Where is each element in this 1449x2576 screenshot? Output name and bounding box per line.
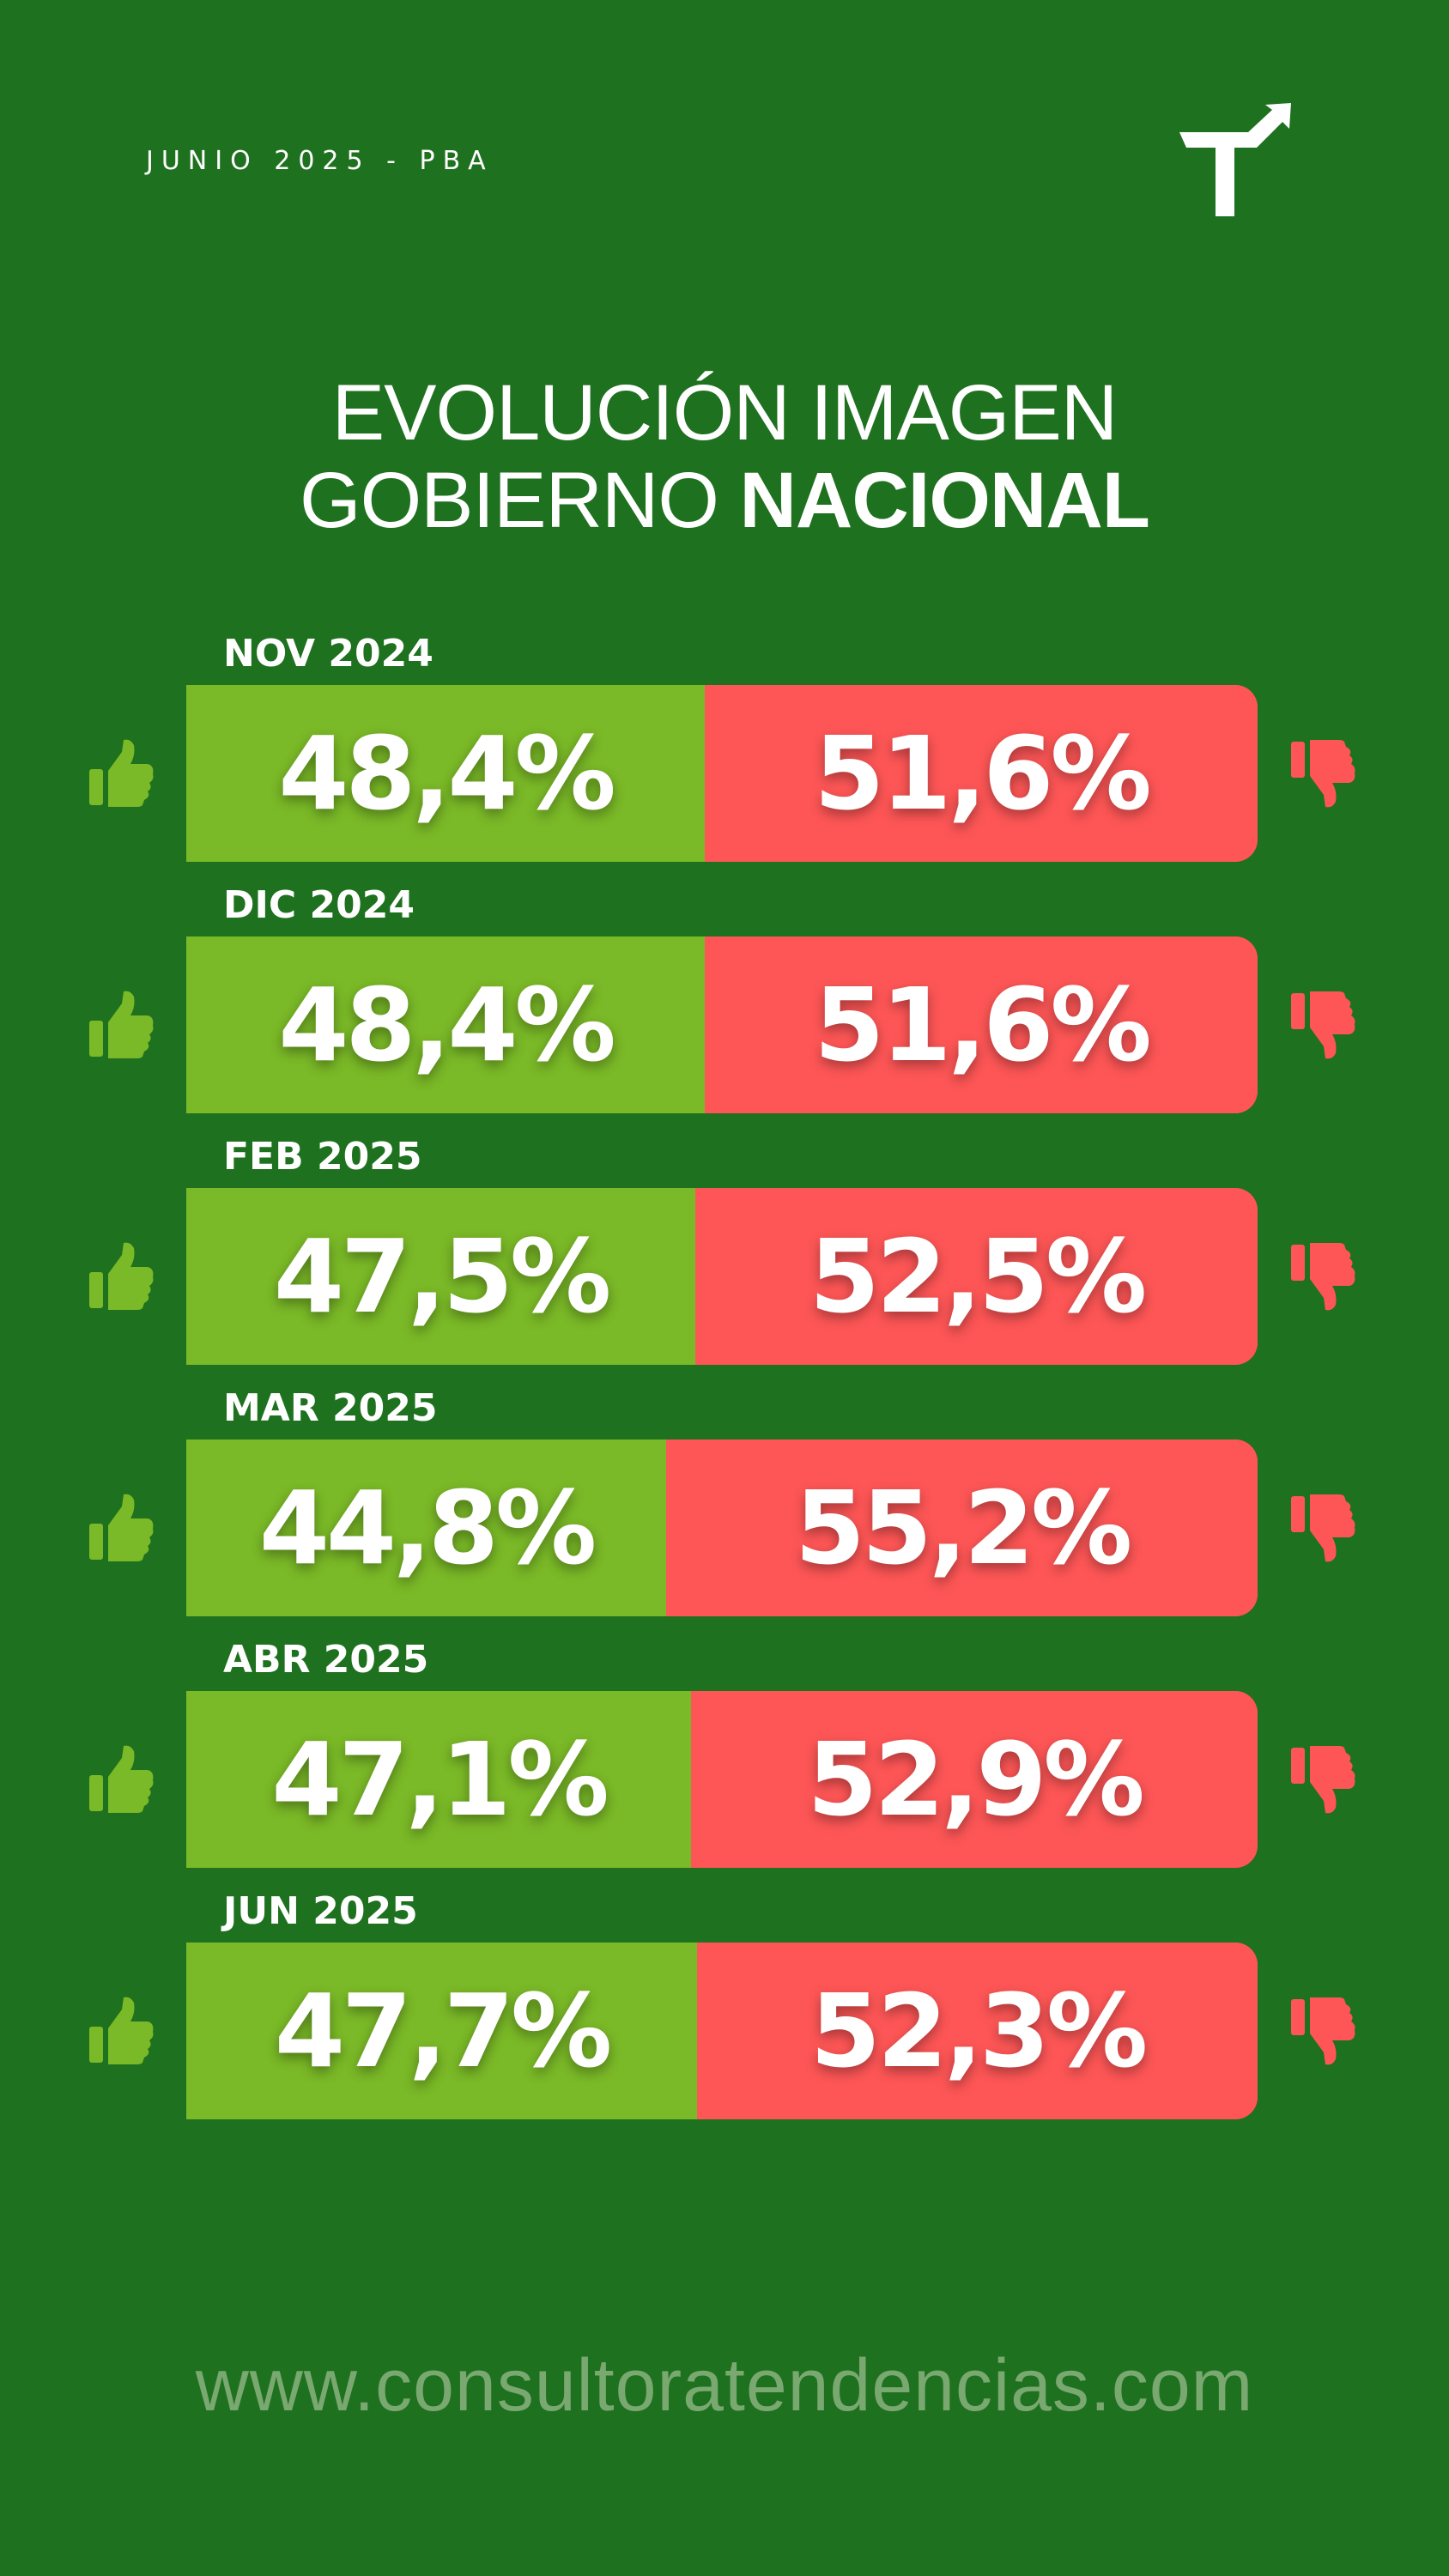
positive-value-label: 48,4%: [278, 714, 615, 833]
thumbs-up-icon-wrapper: [89, 1744, 155, 1815]
thumbs-up-icon: [89, 739, 154, 807]
stacked-bar: 44,8% 55,2%: [186, 1440, 1258, 1616]
bar-positive: 44,8%: [186, 1440, 666, 1616]
thumbs-down-icon-wrapper: [1291, 990, 1356, 1060]
thumbs-up-icon-wrapper: [89, 990, 155, 1060]
stacked-bar: 47,7% 52,3%: [186, 1943, 1258, 2119]
stacked-bar: 47,1% 52,9%: [186, 1691, 1258, 1868]
thumbs-up-icon: [89, 991, 154, 1058]
website-url: www.consultoratendencias.com: [195, 2344, 1254, 2427]
positive-value-label: 47,5%: [273, 1217, 611, 1336]
negative-value-label: 51,6%: [814, 714, 1151, 833]
thumbs-down-icon-wrapper: [1291, 1744, 1356, 1815]
positive-value-label: 48,4%: [278, 966, 615, 1084]
category-label: NOV 2024: [223, 632, 433, 676]
thumbs-up-icon-wrapper: [89, 738, 155, 809]
negative-value-label: 52,3%: [809, 1972, 1148, 2090]
bar-negative: 51,6%: [705, 936, 1258, 1113]
thumbs-down-icon: [1291, 1243, 1355, 1311]
thumbs-up-icon: [89, 1997, 154, 2064]
thumbs-down-icon: [1291, 1997, 1355, 2065]
negative-value-label: 52,9%: [807, 1720, 1144, 1839]
chart-row: JUN 2025 47,7% 52,3%: [0, 1884, 1449, 2119]
thumbs-down-icon-wrapper: [1291, 738, 1356, 809]
stacked-bar: 47,5% 52,5%: [186, 1188, 1258, 1365]
bar-negative: 52,9%: [691, 1691, 1258, 1868]
category-label: JUN 2025: [223, 1889, 418, 1933]
thumbs-up-icon: [89, 1745, 154, 1813]
negative-value-label: 55,2%: [794, 1469, 1132, 1587]
thumbs-down-icon-wrapper: [1291, 1996, 1356, 2066]
thumbs-up-icon: [89, 1494, 154, 1561]
thumbs-up-icon-wrapper: [89, 1996, 155, 2066]
thumbs-up-icon-wrapper: [89, 1493, 155, 1563]
thumbs-up-icon-wrapper: [89, 1241, 155, 1312]
title-line-2-bold: NACIONAL: [739, 457, 1150, 544]
thumbs-down-icon: [1291, 1494, 1355, 1562]
positive-value-label: 47,1%: [271, 1720, 609, 1839]
category-label: FEB 2025: [223, 1135, 422, 1179]
bar-positive: 48,4%: [186, 936, 705, 1113]
negative-value-label: 51,6%: [814, 966, 1151, 1084]
category-label: MAR 2025: [223, 1386, 438, 1430]
category-label: DIC 2024: [223, 883, 415, 927]
chart-row: DIC 2024 48,4% 51,6%: [0, 878, 1449, 1113]
thumbs-down-icon-wrapper: [1291, 1241, 1356, 1312]
positive-value-label: 44,8%: [258, 1469, 597, 1587]
negative-value-label: 52,5%: [809, 1217, 1147, 1336]
bar-negative: 52,3%: [697, 1943, 1258, 2119]
category-label: ABR 2025: [223, 1638, 429, 1682]
chart-row: MAR 2025 44,8% 55,2%: [0, 1381, 1449, 1616]
bar-negative: 51,6%: [705, 685, 1258, 862]
bar-positive: 48,4%: [186, 685, 705, 862]
chart-title: EVOLUCIÓN IMAGEN GOBIERNO NACIONAL: [0, 369, 1449, 544]
title-line-1: EVOLUCIÓN IMAGEN: [331, 369, 1118, 457]
thumbs-down-icon: [1291, 991, 1355, 1059]
chart-row: ABR 2025 47,1% 52,9%: [0, 1633, 1449, 1868]
positive-value-label: 47,7%: [274, 1972, 612, 2090]
chart-row: NOV 2024 48,4% 51,6%: [0, 627, 1449, 862]
bar-positive: 47,5%: [186, 1188, 695, 1365]
bar-positive: 47,1%: [186, 1691, 691, 1868]
stacked-bar: 48,4% 51,6%: [186, 936, 1258, 1113]
bar-positive: 47,7%: [186, 1943, 697, 2119]
bar-negative: 52,5%: [695, 1188, 1258, 1365]
chart-row: FEB 2025 47,5% 52,5%: [0, 1130, 1449, 1365]
header-date: JUNIO 2025 - PBA: [146, 146, 494, 176]
title-line-2: GOBIERNO NACIONAL: [0, 457, 1449, 544]
thumbs-down-icon-wrapper: [1291, 1493, 1356, 1563]
thumbs-down-icon: [1291, 1746, 1355, 1814]
stacked-bar: 48,4% 51,6%: [186, 685, 1258, 862]
arrow-turn-up-right-icon: [1179, 103, 1291, 216]
thumbs-down-icon: [1291, 740, 1355, 808]
thumbs-up-icon: [89, 1242, 154, 1310]
title-line-2-regular: GOBIERNO: [300, 457, 740, 544]
bar-negative: 55,2%: [666, 1440, 1258, 1616]
